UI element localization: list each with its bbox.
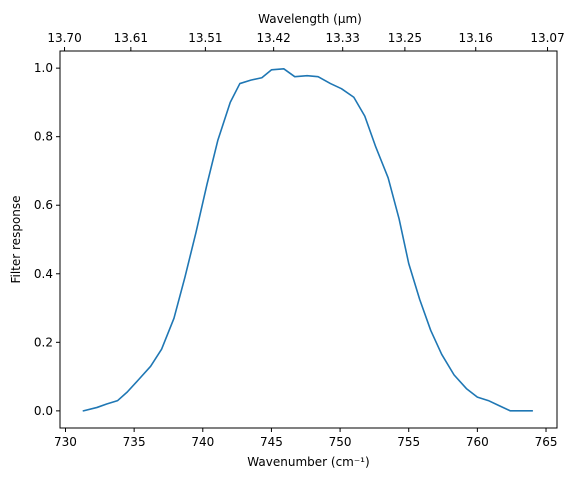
top-tick-label: 13.61	[114, 31, 148, 45]
top-tick-label: 13.51	[188, 31, 222, 45]
x-tick-label: 755	[397, 435, 420, 449]
x-axis-label: Wavenumber (cm⁻¹)	[247, 455, 369, 469]
top-tick-label: 13.70	[47, 31, 81, 45]
x-tick-label: 730	[54, 435, 77, 449]
series-layer	[82, 68, 534, 412]
y-tick-label: 0.6	[34, 198, 53, 212]
y-tick-label: 0.2	[34, 335, 53, 349]
top-tick-label: 13.25	[388, 31, 422, 45]
filter-response-line	[82, 68, 534, 412]
top-tick-label: 13.16	[459, 31, 493, 45]
top-axis-label: Wavelength (μm)	[258, 12, 362, 26]
top-tick-label: 13.42	[256, 31, 290, 45]
top-tick-label: 13.07	[530, 31, 564, 45]
y-tick-label: 0.8	[34, 130, 53, 144]
x-tick-label: 735	[123, 435, 146, 449]
x-tick-label: 740	[191, 435, 214, 449]
top-tick-label: 13.33	[326, 31, 360, 45]
y-tick-label: 0.0	[34, 404, 53, 418]
x-tick-label: 745	[260, 435, 283, 449]
plot-frame	[59, 50, 558, 429]
x-tick-label: 750	[329, 435, 352, 449]
x-tick-label: 765	[535, 435, 558, 449]
y-axis-label: Filter response	[9, 195, 23, 283]
x-tick-label: 760	[466, 435, 489, 449]
y-tick-label: 1.0	[34, 61, 53, 75]
y-tick-label: 0.4	[34, 267, 53, 281]
ticks-layer: 730 735 740 745 750 755 760 765 0.0 0.2 0.4 0.6 0.8 1…	[34, 31, 565, 449]
